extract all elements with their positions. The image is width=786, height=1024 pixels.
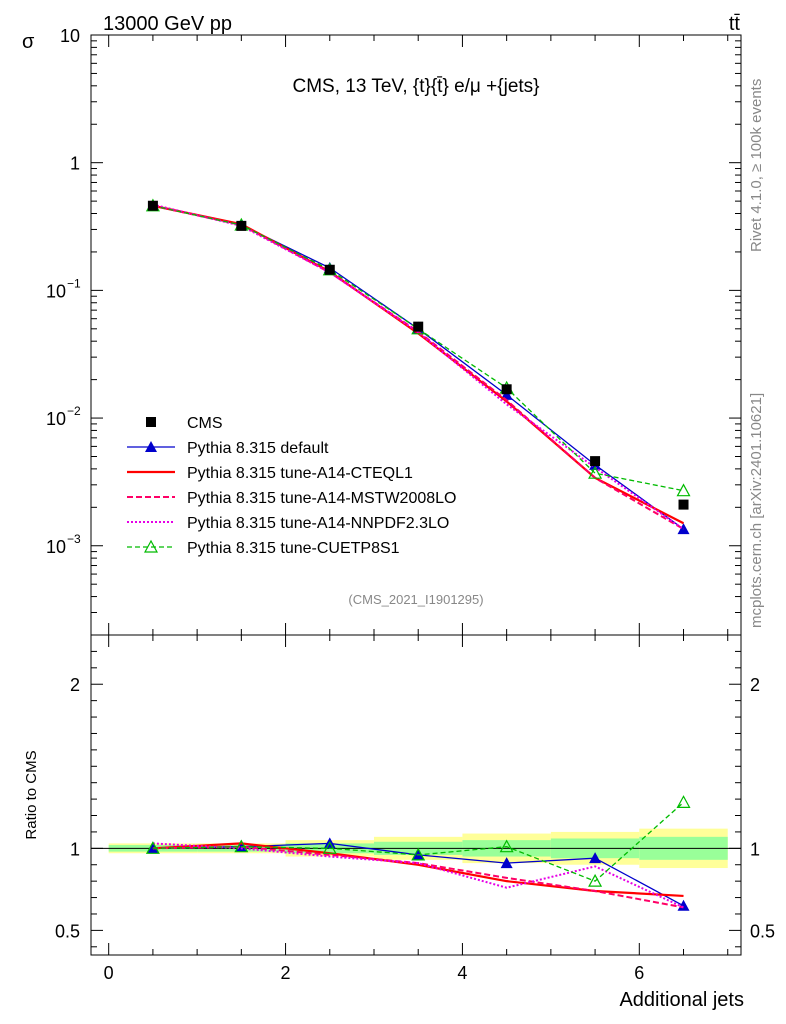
ratio-point-cuetp8s1 xyxy=(588,873,603,887)
ratio-series-cuetp8s1 xyxy=(145,795,691,887)
ratio-panel: 0.5 0.5 1 1 2 2 0 2 4 6 Ratio to CMS Additional j… xyxy=(23,634,775,1011)
chart-title: CMS, 13 TeV, {t}{t̄} e/μ +{jets} xyxy=(292,76,539,97)
x-tick-label: 0 xyxy=(104,963,114,983)
data-point-default xyxy=(677,523,690,535)
ratio-point-default xyxy=(500,857,513,869)
ratio-point-default xyxy=(589,852,602,864)
ratio-point-cuetp8s1 xyxy=(322,841,337,854)
legend-entry-default: Pythia 8.315 default xyxy=(127,440,329,457)
data-point-data xyxy=(324,264,335,275)
ratio-y-tick-label-right: 2 xyxy=(750,675,760,695)
ratio-plot-frame xyxy=(90,634,742,956)
ratio-axes: 0.5 0.5 1 1 2 2 0 2 4 6 xyxy=(55,635,775,983)
main-series-group xyxy=(145,198,691,535)
legend-label: CMS xyxy=(187,415,223,432)
legend-marker-cuetp8s1 xyxy=(143,539,159,553)
main-y-tick-label: 1 xyxy=(70,154,80,174)
legend-label: Pythia 8.315 tune-CUETP8S1 xyxy=(187,540,400,557)
legend-label: Pythia 8.315 tune-A14-MSTW2008LO xyxy=(187,490,456,507)
ratio-line-mstw xyxy=(152,845,684,909)
rivet-label: Rivet 4.1.0, ≥ 100k events xyxy=(748,79,765,252)
ratio-y-tick-label-left: 1 xyxy=(70,839,80,859)
main-y-tick-exponent: −2 xyxy=(67,404,81,418)
ratio-point-cuetp8s1 xyxy=(499,839,514,853)
x-tick-label: 2 xyxy=(281,963,291,983)
x-tick-label: 6 xyxy=(634,963,644,983)
data-point-data xyxy=(590,456,601,467)
ratio-line-cuetp8s1 xyxy=(152,801,684,882)
data-point-cuetp8s1 xyxy=(676,483,691,497)
main-y-tick-exponent: −3 xyxy=(67,532,81,546)
x-tick-label: 4 xyxy=(457,963,467,983)
ratio-point-cuetp8s1 xyxy=(676,795,691,808)
legend-entry-nnpdf: Pythia 8.315 tune-A14-NNPDF2.3LO xyxy=(127,515,449,532)
ratio-series-nnpdf xyxy=(152,842,684,909)
legend: CMS Pythia 8.315 default Pythia 8.315 tune… xyxy=(127,415,456,557)
header-right-label: tt̄ xyxy=(729,13,741,35)
header-left-label: 13000 GeV pp xyxy=(103,13,232,35)
legend-marker-default xyxy=(145,441,157,452)
x-axis-label: Additional jets xyxy=(619,989,744,1011)
data-point-data xyxy=(147,200,158,211)
ratio-series-group xyxy=(145,795,691,911)
legend-entry-data: CMS xyxy=(146,415,223,432)
ratio-point-default xyxy=(677,899,690,911)
data-point-default xyxy=(500,388,513,400)
ratio-y-tick-label-right: 0.5 xyxy=(750,921,775,941)
legend-label: Pythia 8.315 tune-A14-CTEQL1 xyxy=(187,465,413,482)
ratio-point-cuetp8s1 xyxy=(411,847,426,861)
ratio-y-tick-label-left: 2 xyxy=(70,675,80,695)
ratio-point-cuetp8s1 xyxy=(145,841,160,854)
ratio-y-axis-label: Ratio to CMS xyxy=(23,750,40,839)
main-y-tick-label: 10 xyxy=(46,281,66,301)
legend-entry-mstw: Pythia 8.315 tune-A14-MSTW2008LO xyxy=(127,490,456,507)
legend-label: Pythia 8.315 default xyxy=(187,440,329,457)
mcplots-label: mcplots.cern.ch [arXiv:2401.10621] xyxy=(748,393,765,628)
series-data xyxy=(147,200,689,510)
data-point-data xyxy=(236,220,247,231)
legend-entry-cuetp8s1: Pythia 8.315 tune-CUETP8S1 xyxy=(127,539,400,557)
ratio-series-mstw xyxy=(152,845,684,909)
main-y-axis-label: σ xyxy=(22,31,35,53)
analysis-id-label: (CMS_2021_I1901295) xyxy=(348,592,483,607)
data-point-data xyxy=(413,321,424,332)
main-y-tick-label: 10 xyxy=(60,26,80,46)
ratio-line-nnpdf xyxy=(152,842,684,909)
main-y-tick-label: 10 xyxy=(46,409,66,429)
ratio-point-cuetp8s1 xyxy=(234,839,249,853)
legend-entry-cteql1: Pythia 8.315 tune-A14-CTEQL1 xyxy=(127,465,413,482)
ratio-y-tick-label-left: 0.5 xyxy=(55,921,80,941)
main-y-tick-label: 10 xyxy=(46,537,66,557)
legend-marker-data xyxy=(146,417,156,427)
data-point-data xyxy=(678,499,689,510)
data-point-data xyxy=(501,384,512,395)
main-y-tick-exponent: −1 xyxy=(67,276,81,290)
ratio-y-tick-label-right: 1 xyxy=(750,839,760,859)
legend-label: Pythia 8.315 tune-A14-NNPDF2.3LO xyxy=(187,515,449,532)
data-point-cuetp8s1 xyxy=(588,465,603,479)
